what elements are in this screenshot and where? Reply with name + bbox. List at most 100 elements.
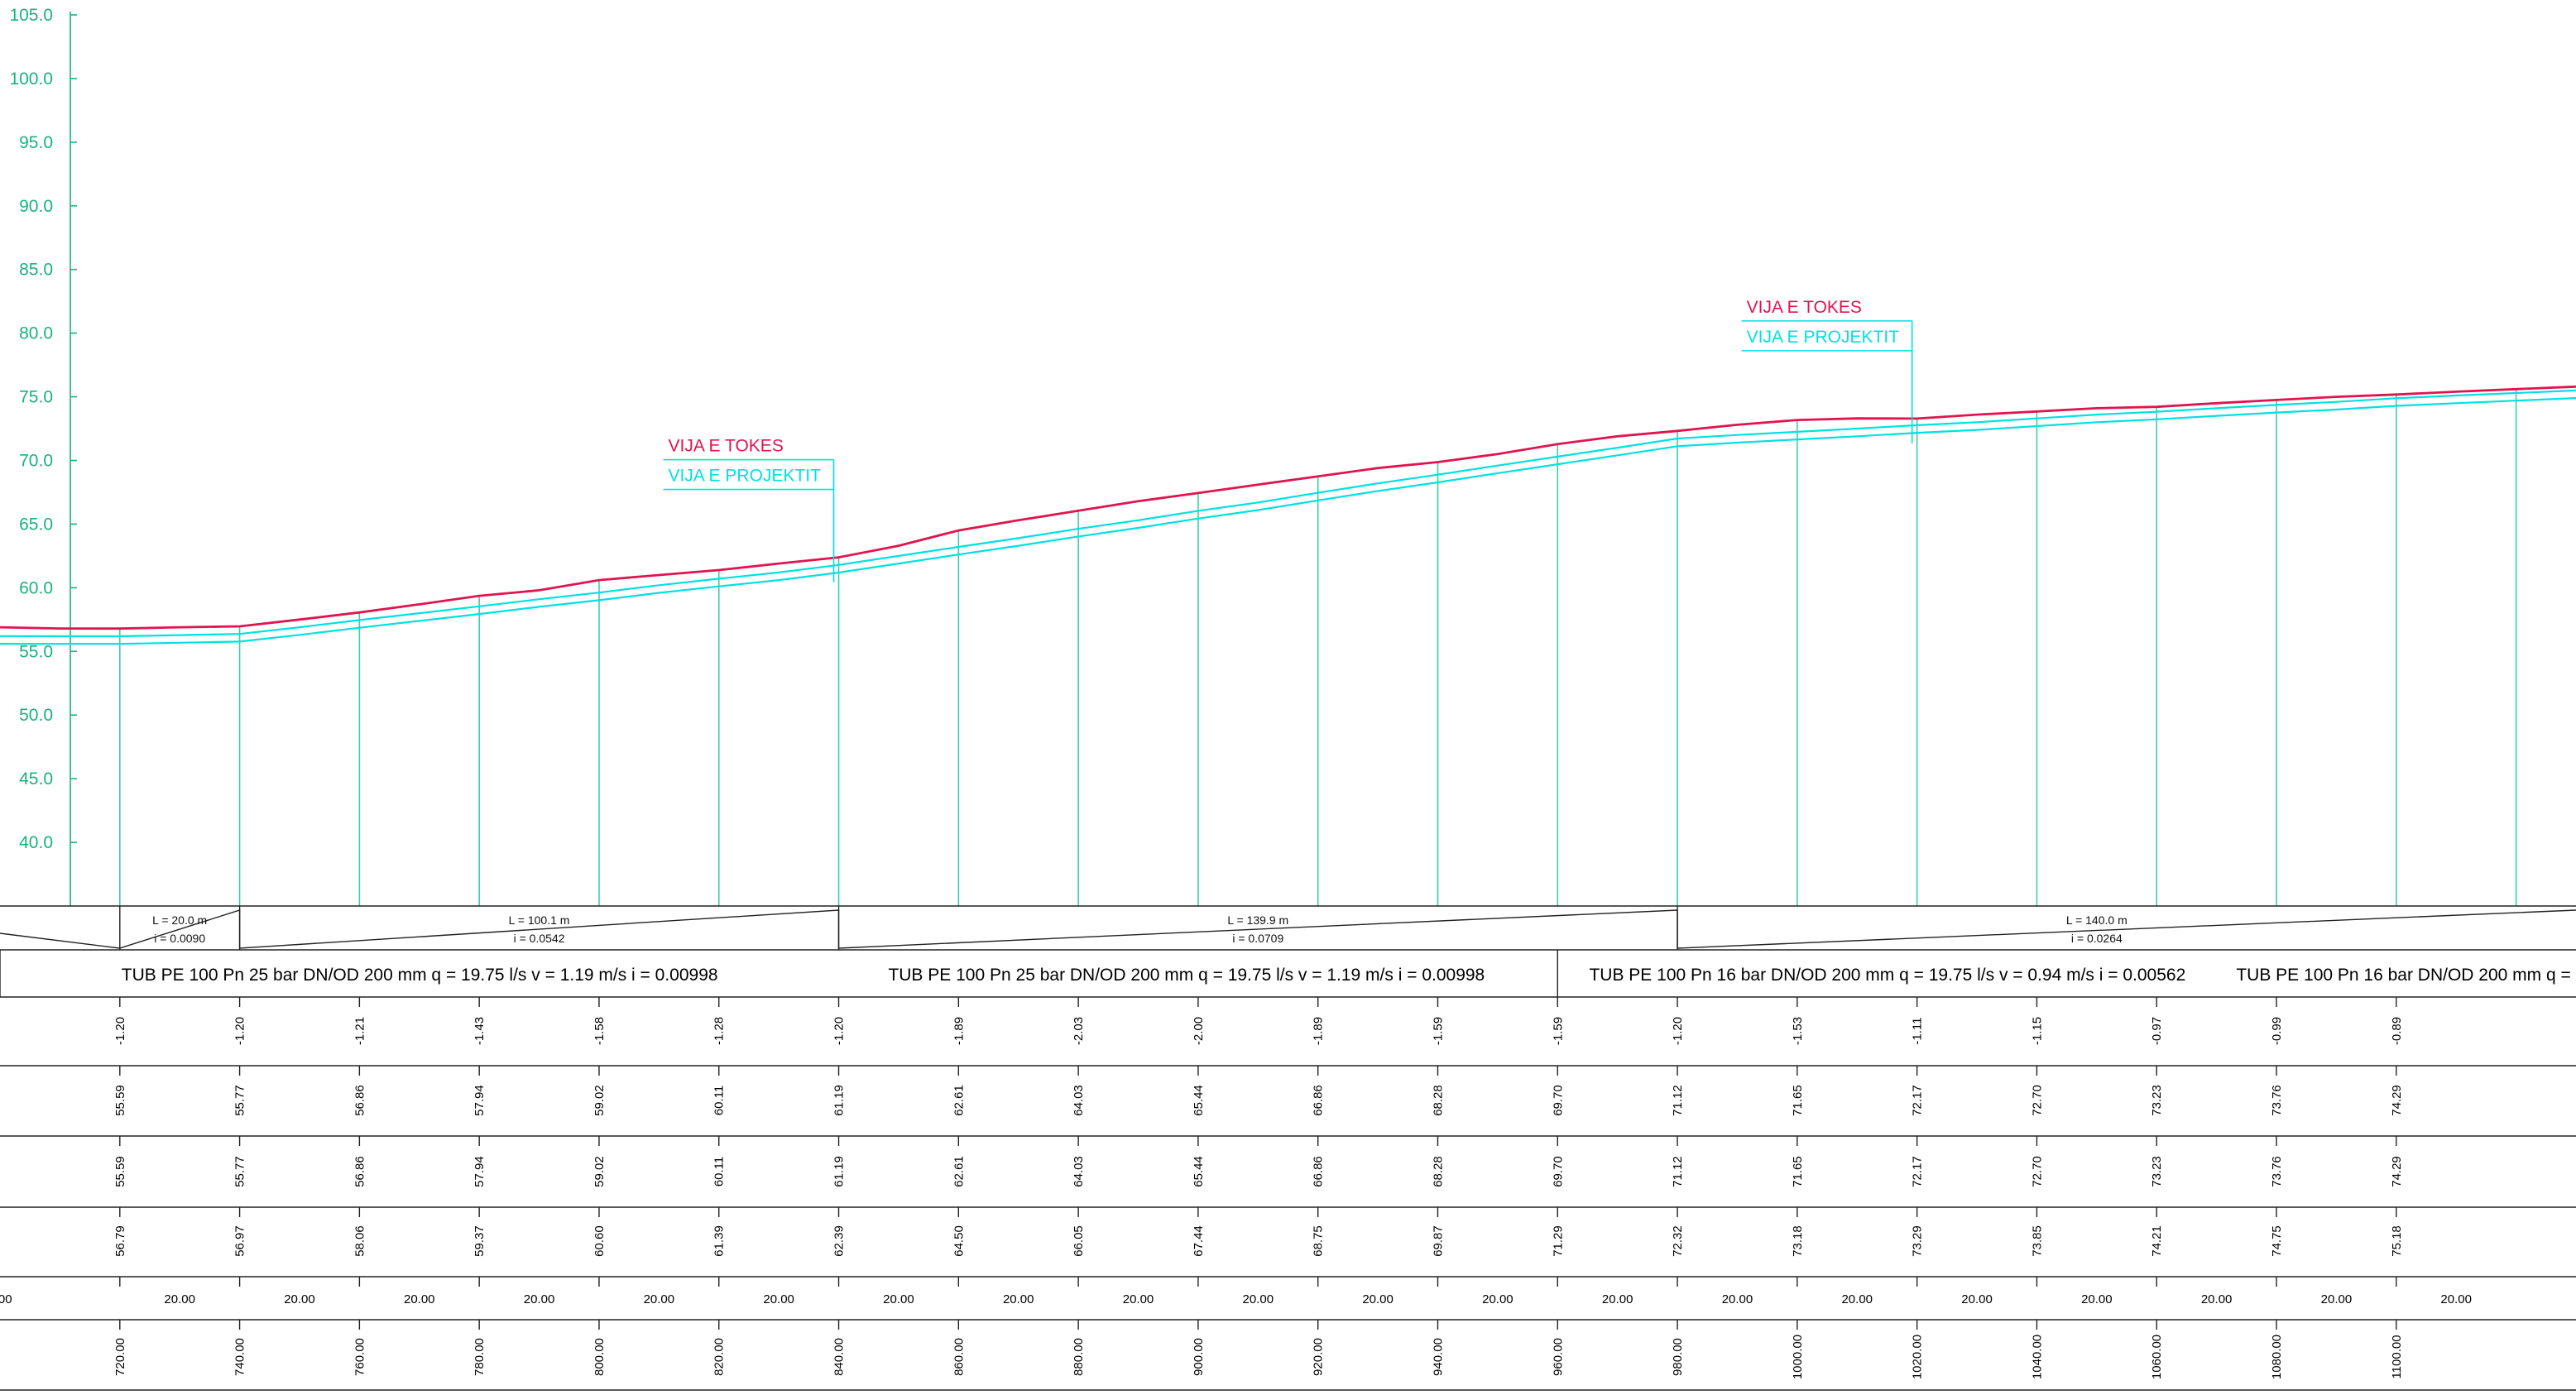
row-value: 60.11 [712,1157,727,1186]
y-tick-label: 100.0 [9,70,53,89]
segment-slope: i = 0.0709 [1232,932,1283,945]
station-value: 820.00 [712,1338,727,1376]
station-value: 800.00 [592,1338,607,1376]
design-line-top [0,389,2576,638]
segment-length: L = 139.9 m [1227,913,1288,927]
row-value: 75.18 [2390,1225,2404,1257]
row-value: -0.97 [2150,1017,2164,1045]
row-value: -0.99 [2270,1017,2284,1045]
row-value: -1.20 [113,1017,127,1045]
line-labels: VIJA E TOKES VIJA E PROJEKTIT VIJA E TOKES… [663,298,1913,582]
row-value: 57.94 [473,1156,487,1187]
row-value: 68.75 [1312,1225,1326,1257]
y-tick-label: 90.0 [19,197,53,216]
station-value: 740.00 [233,1338,247,1376]
station-value: 880.00 [1072,1338,1086,1376]
row-value: 56.86 [353,1085,367,1116]
station-value: 1020.00 [1911,1335,1925,1379]
row-value: 71.29 [1551,1225,1565,1257]
distance-value: 20.00 [164,1292,195,1306]
station-value: 840.00 [832,1338,847,1376]
elevation-axis: 105.0 100.0 95.0 90.0 85.0 80.0 75.0 70.0 65.0 60… [9,6,77,906]
station-value: 760.00 [353,1338,367,1376]
ground-line-label: VIJA E TOKES [1747,298,1862,317]
design-line-label: VIJA E PROJEKTIT [669,467,822,486]
ground-line-label: VIJA E TOKES [669,437,784,456]
row-value: 60.60 [592,1225,607,1257]
row-value: 55.77 [233,1156,247,1187]
y-tick-label: 95.0 [19,133,53,152]
row-value: 72.17 [1911,1085,1925,1116]
row-value: 65.44 [1192,1085,1206,1116]
row-value: -1.11 [1911,1018,1925,1045]
row-value: 64.50 [952,1225,966,1257]
y-tick-label: 50.0 [19,706,53,725]
row-value: 68.28 [1432,1156,1446,1187]
row-value: 74.21 [2150,1225,2164,1257]
row-value: 73.18 [1791,1225,1805,1257]
station-value: 720.00 [113,1338,127,1376]
segment-length: L = 100.1 m [509,913,570,927]
row-value: 73.76 [2270,1156,2284,1187]
y-tick-label: 45.0 [19,769,53,789]
row-value: 55.77 [233,1085,247,1116]
station-value: 980.00 [1671,1338,1685,1376]
row-value: -1.20 [233,1017,247,1045]
row-value: 61.39 [712,1225,727,1257]
data-bands: L = 20.0 m i = 0.0090 L = 100.1 m i = 0.054… [0,905,2576,1391]
row-value: 55.59 [113,1085,127,1116]
row-value: 62.61 [952,1156,966,1187]
row-value: 56.97 [233,1225,247,1257]
distance-value: 20.00 [1722,1292,1753,1306]
distance-value: 20.00 [763,1292,794,1306]
row-value: 72.70 [2030,1156,2044,1187]
row-value: -1.20 [832,1017,847,1045]
row-value: -2.00 [1192,1017,1206,1045]
row-value: 64.03 [1072,1156,1086,1187]
distance-value: 20.00 [1482,1292,1513,1306]
row-value: 74.29 [2390,1156,2404,1187]
distance-value: 20.00 [644,1292,675,1306]
row-value: 73.23 [2150,1085,2164,1116]
row-value: -1.15 [2030,1017,2044,1045]
design-line-label: VIJA E PROJEKTIT [1747,328,1900,347]
row-value: 74.75 [2270,1225,2284,1257]
profile-lines [0,385,2576,645]
row-value: 59.02 [592,1085,607,1116]
row-value: 69.70 [1551,1156,1565,1187]
row-value: -1.21 [353,1017,367,1045]
distance-value: 0.00 [0,1292,12,1306]
row-value: 74.29 [2390,1085,2404,1116]
row-value: -1.28 [712,1017,727,1045]
row-value: 68.28 [1432,1085,1446,1116]
row-value: -1.59 [1551,1017,1565,1045]
y-tick-label: 70.0 [19,452,53,471]
station-value: 1080.00 [2270,1335,2284,1379]
station-value: 1100.00 [2390,1335,2404,1378]
y-tick-label: 105.0 [9,6,53,25]
station-value: 1060.00 [2150,1335,2164,1379]
distance-value: 20.00 [1243,1292,1274,1306]
row-value: 58.06 [353,1225,367,1257]
row-value: -2.03 [1072,1017,1086,1045]
row-value: -0.89 [2390,1017,2404,1045]
segment-length: L = 20.0 m [152,913,207,927]
distance-value: 20.00 [524,1292,555,1306]
distance-value: 20.00 [2081,1292,2113,1306]
pipe-description: TUB PE 100 Pn 25 bar DN/OD 200 mm q = 19… [888,966,1485,985]
row-value: 67.44 [1192,1225,1206,1257]
station-grid [118,389,2517,906]
distance-value: 20.00 [1841,1292,1873,1306]
distance-value: 20.00 [2201,1292,2233,1306]
row-value: 73.23 [2150,1156,2164,1187]
row-value: -1.58 [592,1017,607,1045]
station-value: 900.00 [1192,1338,1206,1376]
station-value: 860.00 [952,1338,966,1376]
row-value: 59.02 [592,1156,607,1187]
station-value: 940.00 [1432,1338,1446,1376]
pipe-description: TUB PE 100 Pn 25 bar DN/OD 200 mm q = 19… [122,966,718,985]
station-value: 920.00 [1312,1338,1326,1376]
row-value: 61.19 [832,1085,847,1116]
